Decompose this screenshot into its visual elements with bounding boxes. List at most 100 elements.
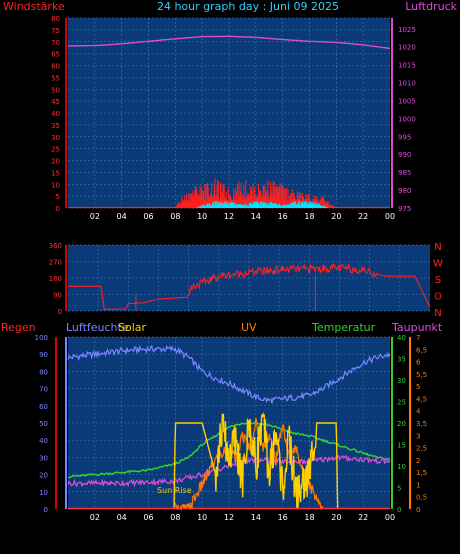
wind-tick-label: 50 xyxy=(51,86,60,94)
dewpoint-tick-label: 5 xyxy=(416,383,420,391)
chart-title: 24 hour graph day : Juni 09 2025 xyxy=(157,0,339,13)
x-tick-label: 20 xyxy=(331,513,341,522)
humidity-line xyxy=(67,344,391,404)
wind-tick-label: 15 xyxy=(51,169,60,177)
humidity-tick-label: 30 xyxy=(39,454,48,462)
dewpoint-tick-label: 2,5 xyxy=(416,445,427,453)
x-tick-label: 02 xyxy=(90,212,100,221)
humidity-tick-label: 80 xyxy=(39,368,48,376)
dewpoint-tick-label: 5,5 xyxy=(416,371,427,379)
direction-tick-label: 180 xyxy=(49,275,62,283)
pressure-tick-label: 990 xyxy=(398,151,411,159)
wind-tick-label: 40 xyxy=(51,110,60,118)
dewpoint-tick-label: 4,5 xyxy=(416,395,427,403)
humidity-tick-label: 60 xyxy=(39,403,48,411)
x-tick-label: 06 xyxy=(143,513,153,522)
wind-tick-label: 25 xyxy=(51,146,60,154)
wind-tick-label: 75 xyxy=(51,27,60,35)
pressure-tick-label: 1015 xyxy=(398,62,416,70)
x-tick-label: 16 xyxy=(278,513,288,522)
pressure-tick-label: 985 xyxy=(398,169,411,177)
x-tick-label: 10 xyxy=(197,212,207,221)
x-tick-label: 10 xyxy=(197,513,207,522)
pressure-axis-title: Luftdruck xyxy=(405,0,457,13)
pressure-tick-label: 975 xyxy=(398,205,411,213)
wind-axis-title: Windstärke xyxy=(3,0,65,13)
compass-label: O xyxy=(434,292,442,303)
dewpoint-tick-label: 0,5 xyxy=(416,494,427,502)
humidity-tick-label: 50 xyxy=(39,420,48,428)
wind-tick-label: 35 xyxy=(51,122,60,130)
legend-rain: Regen xyxy=(1,321,36,334)
pressure-tick-label: 995 xyxy=(398,133,411,141)
legend-solar: Solar xyxy=(118,321,147,334)
x-tick-label: 18 xyxy=(304,513,314,522)
dewpoint-tick-label: 0 xyxy=(416,506,420,514)
x-tick-label: 00 xyxy=(385,513,395,522)
wind-tick-label: 55 xyxy=(51,74,60,82)
direction-tick-label: 0 xyxy=(58,308,62,316)
x-tick-label: 06 xyxy=(143,212,153,221)
wind-tick-label: 70 xyxy=(51,39,60,47)
dewpoint-tick-label: 4 xyxy=(416,408,421,416)
humidity-tick-label: 70 xyxy=(39,386,48,394)
direction-tick-label: 360 xyxy=(49,242,62,250)
humidity-tick-label: 20 xyxy=(39,472,48,480)
temperature-tick-label: 35 xyxy=(397,356,406,364)
compass-label: N xyxy=(434,242,441,253)
x-tick-label: 08 xyxy=(170,212,180,221)
pressure-tick-label: 1025 xyxy=(398,26,416,34)
humidity-tick-label: 90 xyxy=(39,351,48,359)
dewpoint-tick-label: 7 xyxy=(416,334,420,342)
solar-line xyxy=(173,412,339,510)
dewpoint-tick-label: 6 xyxy=(416,359,421,367)
wind-tick-label: 65 xyxy=(51,51,60,59)
humidity-tick-label: 40 xyxy=(39,437,48,445)
x-tick-label: 16 xyxy=(278,212,288,221)
legend-humidity: Luftfeuchte xyxy=(66,321,129,334)
direction-tick-label: 270 xyxy=(49,259,62,267)
x-tick-label: 02 xyxy=(90,513,100,522)
temperature-tick-label: 40 xyxy=(397,334,406,342)
dewpoint-tick-label: 3,5 xyxy=(416,420,427,428)
direction-line xyxy=(68,263,431,310)
wind-tick-label: 60 xyxy=(51,63,60,71)
x-tick-label: 00 xyxy=(385,212,395,221)
x-tick-label: 08 xyxy=(170,513,180,522)
temperature-tick-label: 30 xyxy=(397,377,406,385)
pressure-line xyxy=(67,35,391,50)
legend-dewpoint: Taupunkt xyxy=(391,321,443,334)
wind-tick-label: 0 xyxy=(56,205,60,213)
compass-label: N xyxy=(434,308,441,319)
compass-label: S xyxy=(435,275,441,286)
x-tick-label: 22 xyxy=(358,212,368,221)
direction-tick-label: 90 xyxy=(53,292,62,300)
humidity-tick-label: 10 xyxy=(39,489,48,497)
humidity-tick-label: 100 xyxy=(35,334,48,342)
compass-label: W xyxy=(433,259,443,270)
x-tick-label: 18 xyxy=(304,212,314,221)
pressure-tick-label: 1010 xyxy=(398,80,416,88)
wind-tick-label: 20 xyxy=(51,158,60,166)
pressure-tick-label: 1020 xyxy=(398,44,416,52)
sunrise-annotation: Sun Rise xyxy=(157,486,192,495)
legend-uv: UV xyxy=(241,321,257,334)
x-tick-label: 22 xyxy=(358,513,368,522)
x-tick-label: 14 xyxy=(251,513,261,522)
temperature-tick-label: 5 xyxy=(397,485,401,493)
x-tick-label: 04 xyxy=(117,212,127,221)
temperature-tick-label: 20 xyxy=(397,420,406,428)
dewpoint-tick-label: 1 xyxy=(416,481,420,489)
temperature-tick-label: 15 xyxy=(397,442,406,450)
x-tick-label: 04 xyxy=(117,513,127,522)
wind-tick-label: 5 xyxy=(56,193,60,201)
dewpoint-tick-label: 1,5 xyxy=(416,469,427,477)
x-tick-label: 12 xyxy=(224,513,234,522)
pressure-tick-label: 1000 xyxy=(398,115,416,123)
wind-tick-label: 10 xyxy=(51,181,60,189)
dewpoint-tick-label: 2 xyxy=(416,457,420,465)
dewpoint-tick-label: 6,5 xyxy=(416,346,427,354)
wind-tick-label: 30 xyxy=(51,134,60,142)
wind-tick-label: 45 xyxy=(51,98,60,106)
